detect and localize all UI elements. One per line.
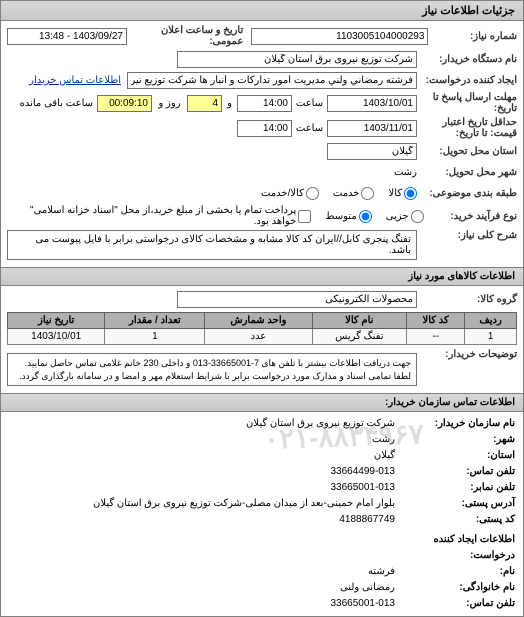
contact-section-title: اطلاعات تماس سازمان خریدار: bbox=[385, 397, 515, 408]
days-input[interactable] bbox=[187, 95, 222, 112]
buyer-name-input[interactable] bbox=[177, 51, 417, 68]
requester-label: ایجاد کننده درخواست: bbox=[417, 75, 517, 86]
radio-medium-label: متوسط bbox=[325, 211, 356, 222]
contact-link[interactable]: اطلاعات تماس خریدار bbox=[29, 75, 127, 86]
contact-body: نام سازمان خریدار: شرکت توزیع نیروی برق … bbox=[1, 412, 523, 616]
payment-checkbox[interactable] bbox=[298, 210, 311, 223]
need-number-input[interactable] bbox=[251, 28, 428, 45]
radio-service-label: خدمت bbox=[333, 188, 360, 199]
province-label: استان محل تحویل: bbox=[417, 146, 517, 157]
radio-small[interactable] bbox=[411, 210, 424, 223]
price-validity-label: حداقل تاریخ اعتبار قیمت: تا تاریخ: bbox=[417, 117, 517, 139]
buyer-note-text: جهت دریافت اطلاعات بیشتر با تلفن های 7-3… bbox=[19, 358, 411, 381]
td-idx: 1 bbox=[465, 329, 517, 345]
radio-both[interactable] bbox=[306, 187, 319, 200]
table-row[interactable]: 1 -- تفنگ گریس عدد 1 1403/10/01 bbox=[8, 329, 517, 345]
radio-medium[interactable] bbox=[359, 210, 372, 223]
creator-family-label: نام خانوادگی: bbox=[395, 580, 515, 596]
td-qty: 1 bbox=[105, 329, 205, 345]
contact-section-header: اطلاعات تماس سازمان خریدار: bbox=[1, 393, 523, 412]
desc-text: تفنگ پنجری کابل//ایران کد کالا مشابه و م… bbox=[35, 234, 411, 256]
radio-small-label: جزیی bbox=[386, 211, 409, 222]
creator-title: اطلاعات ایجاد کننده درخواست: bbox=[395, 532, 515, 564]
buyer-note-box: جهت دریافت اطلاعات بیشتر با تلفن های 7-3… bbox=[7, 353, 417, 386]
deadline-time-input[interactable] bbox=[237, 95, 292, 112]
desc-label: شرح کلی نیاز: bbox=[417, 230, 517, 241]
postal-label: آدرس پستی: bbox=[395, 496, 515, 512]
buyer-note-label: توضیحات خریدار: bbox=[417, 349, 517, 360]
desc-box: تفنگ پنجری کابل//ایران کد کالا مشابه و م… bbox=[7, 230, 417, 260]
day-label: روز و bbox=[152, 98, 187, 109]
city-value: رشت bbox=[394, 167, 417, 178]
th-idx: ردیف bbox=[465, 313, 517, 329]
price-validity-time-input[interactable] bbox=[237, 120, 292, 137]
org-label: نام سازمان خریدار: bbox=[395, 416, 515, 432]
province-input[interactable] bbox=[327, 143, 417, 160]
remaining-time-input[interactable] bbox=[97, 95, 152, 112]
creator-family-value: رمضانی ولنی bbox=[9, 580, 395, 596]
group-input[interactable] bbox=[177, 291, 417, 308]
items-section-header: اطلاعات کالاهای مورد نیاز bbox=[1, 267, 523, 286]
radio-goods[interactable] bbox=[404, 187, 417, 200]
city-label: شهر محل تحویل: bbox=[417, 167, 517, 178]
td-date: 1403/10/01 bbox=[8, 329, 105, 345]
page-header: جزئیات اطلاعات نیاز bbox=[1, 1, 523, 21]
need-number-label: شماره نیاز: bbox=[428, 31, 517, 42]
creator-name-value: فرشته bbox=[9, 564, 395, 580]
th-unit: واحد شمارش bbox=[205, 313, 312, 329]
phone-value: 33664499-013 bbox=[9, 464, 395, 480]
postal-value: بلوار امام خمینی-بعد از میدان مصلی-شرکت … bbox=[9, 496, 395, 512]
and-label: و bbox=[222, 98, 237, 109]
radio-service[interactable] bbox=[361, 187, 374, 200]
deadline-label: مهلت ارسال پاسخ تا تاریخ: bbox=[417, 92, 517, 114]
public-datetime-label: تاریخ و ساعت اعلان عمومی: bbox=[127, 25, 251, 47]
postcode-label: کد پستی: bbox=[395, 512, 515, 528]
postcode-value: 4188867749 bbox=[9, 512, 395, 528]
creator-phone-value: 33665001-013 bbox=[9, 596, 395, 612]
main-form: شماره نیاز: تاریخ و ساعت اعلان عمومی: نا… bbox=[1, 21, 523, 267]
items-table: ردیف کد کالا نام کالا واحد شمارش تعداد /… bbox=[7, 312, 517, 345]
td-unit: عدد bbox=[205, 329, 312, 345]
td-name: تفنگ گریس bbox=[312, 329, 407, 345]
buyer-name-label: نام دستگاه خریدار: bbox=[417, 54, 517, 65]
fax-value: 33665001-013 bbox=[9, 480, 395, 496]
phone-label: تلفن تماس: bbox=[395, 464, 515, 480]
public-datetime-input[interactable] bbox=[7, 28, 127, 45]
th-date: تاریخ نیاز bbox=[8, 313, 105, 329]
group-label: گروه کالا: bbox=[417, 294, 517, 305]
th-code: کد کالا bbox=[407, 313, 465, 329]
contact-province-value: گیلان bbox=[9, 448, 395, 464]
payment-check-label: پرداخت تمام یا بخشی از مبلغ خرید،از محل … bbox=[15, 205, 296, 227]
deadline-date-input[interactable] bbox=[327, 95, 417, 112]
items-section-title: اطلاعات کالاهای مورد نیاز bbox=[408, 271, 515, 282]
time-label-1: ساعت bbox=[292, 98, 327, 109]
th-name: نام کالا bbox=[312, 313, 407, 329]
creator-name-label: نام: bbox=[395, 564, 515, 580]
contact-city-label: شهر: bbox=[395, 432, 515, 448]
page-title: جزئیات اطلاعات نیاز bbox=[422, 5, 515, 17]
radio-both-label: کالا/خدمت bbox=[261, 188, 304, 199]
contact-province-label: استان: bbox=[395, 448, 515, 464]
creator-phone-label: تلفن تماس: bbox=[395, 596, 515, 612]
category-label: طبقه بندی موضوعی: bbox=[417, 188, 517, 199]
radio-goods-label: کالا bbox=[388, 188, 402, 199]
time-label-2: ساعت bbox=[292, 123, 327, 134]
purchase-type-label: نوع فرآیند خرید: bbox=[424, 211, 517, 222]
contact-city-value: رشت bbox=[9, 432, 395, 448]
td-code: -- bbox=[407, 329, 465, 345]
fax-label: تلفن نمابر: bbox=[395, 480, 515, 496]
requester-input[interactable] bbox=[127, 72, 417, 89]
th-qty: تعداد / مقدار bbox=[105, 313, 205, 329]
org-value: شرکت توزیع نیروی برق استان گیلان bbox=[9, 416, 395, 432]
remaining-label: ساعت باقی مانده bbox=[20, 98, 97, 109]
price-validity-date-input[interactable] bbox=[327, 120, 417, 137]
